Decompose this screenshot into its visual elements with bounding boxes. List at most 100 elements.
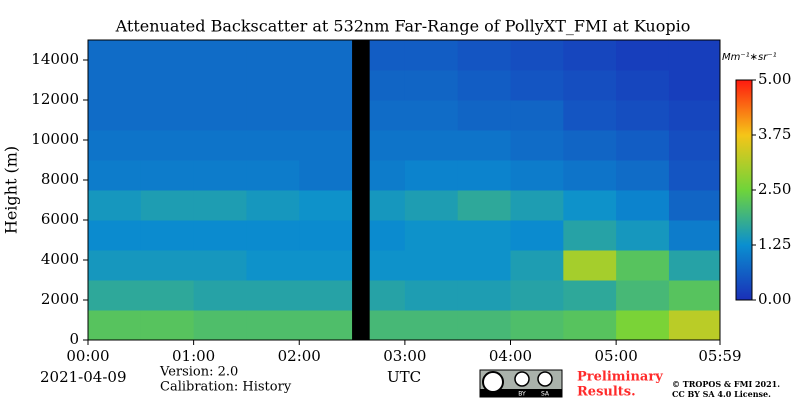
cell	[563, 220, 617, 251]
cell	[193, 220, 247, 251]
cell	[193, 100, 247, 131]
cell	[299, 40, 353, 71]
cell	[193, 310, 247, 341]
cell	[88, 160, 142, 191]
credit: © TROPOS & FMI 2021.	[672, 379, 780, 389]
cell	[563, 100, 617, 131]
cell	[369, 160, 406, 191]
cell	[563, 310, 617, 341]
cell	[668, 190, 721, 221]
cell	[88, 190, 142, 221]
cell	[246, 250, 300, 281]
cell	[88, 70, 142, 101]
cell	[369, 40, 406, 71]
cell	[352, 160, 371, 191]
x-tick-label: 05:00	[595, 347, 638, 365]
date: 2021-04-09	[40, 368, 126, 386]
cell	[404, 310, 459, 341]
x-tick-label: 04:00	[489, 347, 532, 365]
y-axis-label: Height (m)	[2, 146, 21, 234]
cell	[193, 130, 247, 161]
cell	[140, 220, 195, 251]
cell	[299, 70, 353, 101]
y-tick-label: 4000	[41, 250, 79, 268]
sa-icon	[537, 371, 553, 387]
cell	[510, 130, 564, 161]
cell	[352, 280, 371, 311]
cell	[668, 100, 721, 131]
y-tick-label: 14000	[31, 50, 79, 68]
cell	[404, 280, 459, 311]
cell	[404, 70, 459, 101]
cell	[616, 130, 670, 161]
cell	[616, 70, 670, 101]
y-tick-label: 2000	[41, 290, 79, 308]
badge-sa: SA	[541, 391, 550, 398]
cell	[457, 130, 512, 161]
cell	[616, 190, 670, 221]
colorbar-tick-label: 1.25	[758, 235, 791, 253]
cell	[668, 40, 721, 71]
cell	[246, 190, 300, 221]
cell	[88, 130, 142, 161]
badge-strip	[480, 389, 562, 397]
cell	[616, 40, 670, 71]
cell	[88, 220, 142, 251]
cell	[193, 250, 247, 281]
cell	[510, 250, 564, 281]
y-tick-label: 8000	[41, 170, 79, 188]
cell	[668, 250, 721, 281]
x-axis-label: UTC	[387, 368, 421, 386]
cell	[668, 310, 721, 341]
cell	[563, 130, 617, 161]
cell	[404, 40, 459, 71]
cell	[140, 160, 195, 191]
badge-by: BY	[518, 391, 526, 398]
cell	[299, 190, 353, 221]
cell	[299, 220, 353, 251]
axes: 00:00 01:00 02:00 03:00 04:00 05:00 05:59 0 2000…	[31, 39, 791, 365]
by-icon	[514, 371, 530, 387]
cell	[140, 250, 195, 281]
cell	[457, 310, 512, 341]
cell	[369, 280, 406, 311]
cell	[563, 70, 617, 101]
cell	[369, 70, 406, 101]
cell	[352, 40, 371, 71]
cell	[616, 100, 670, 131]
cell	[369, 310, 406, 341]
cell	[457, 70, 512, 101]
version: Version: 2.0	[159, 365, 238, 380]
colorbar-tick-label: 2.50	[758, 180, 791, 198]
cell	[352, 190, 371, 221]
y-tick-label: 12000	[31, 90, 79, 108]
cell	[510, 190, 564, 221]
cell	[616, 220, 670, 251]
cell	[510, 220, 564, 251]
cell	[563, 250, 617, 281]
cell	[246, 220, 300, 251]
cell	[404, 130, 459, 161]
cell	[140, 310, 195, 341]
cell	[668, 160, 721, 191]
cell	[616, 160, 670, 191]
cell	[668, 280, 721, 311]
cell	[246, 160, 300, 191]
cell	[616, 280, 670, 311]
colorbar-label: Mm⁻¹∗sr⁻¹	[722, 52, 777, 63]
cell	[140, 190, 195, 221]
cell	[88, 100, 142, 131]
cell	[510, 70, 564, 101]
cell	[299, 130, 353, 161]
colorbar-tick-label: 5.00	[758, 70, 791, 88]
y-tick-label: 10000	[31, 130, 79, 148]
cell	[404, 160, 459, 191]
cell	[246, 310, 300, 341]
cell	[352, 250, 371, 281]
cell	[457, 100, 512, 131]
x-tick-label: 05:59	[698, 347, 741, 365]
cell	[299, 310, 353, 341]
cell	[246, 40, 300, 71]
calibration: Calibration: History	[160, 380, 292, 395]
cell	[246, 280, 300, 311]
